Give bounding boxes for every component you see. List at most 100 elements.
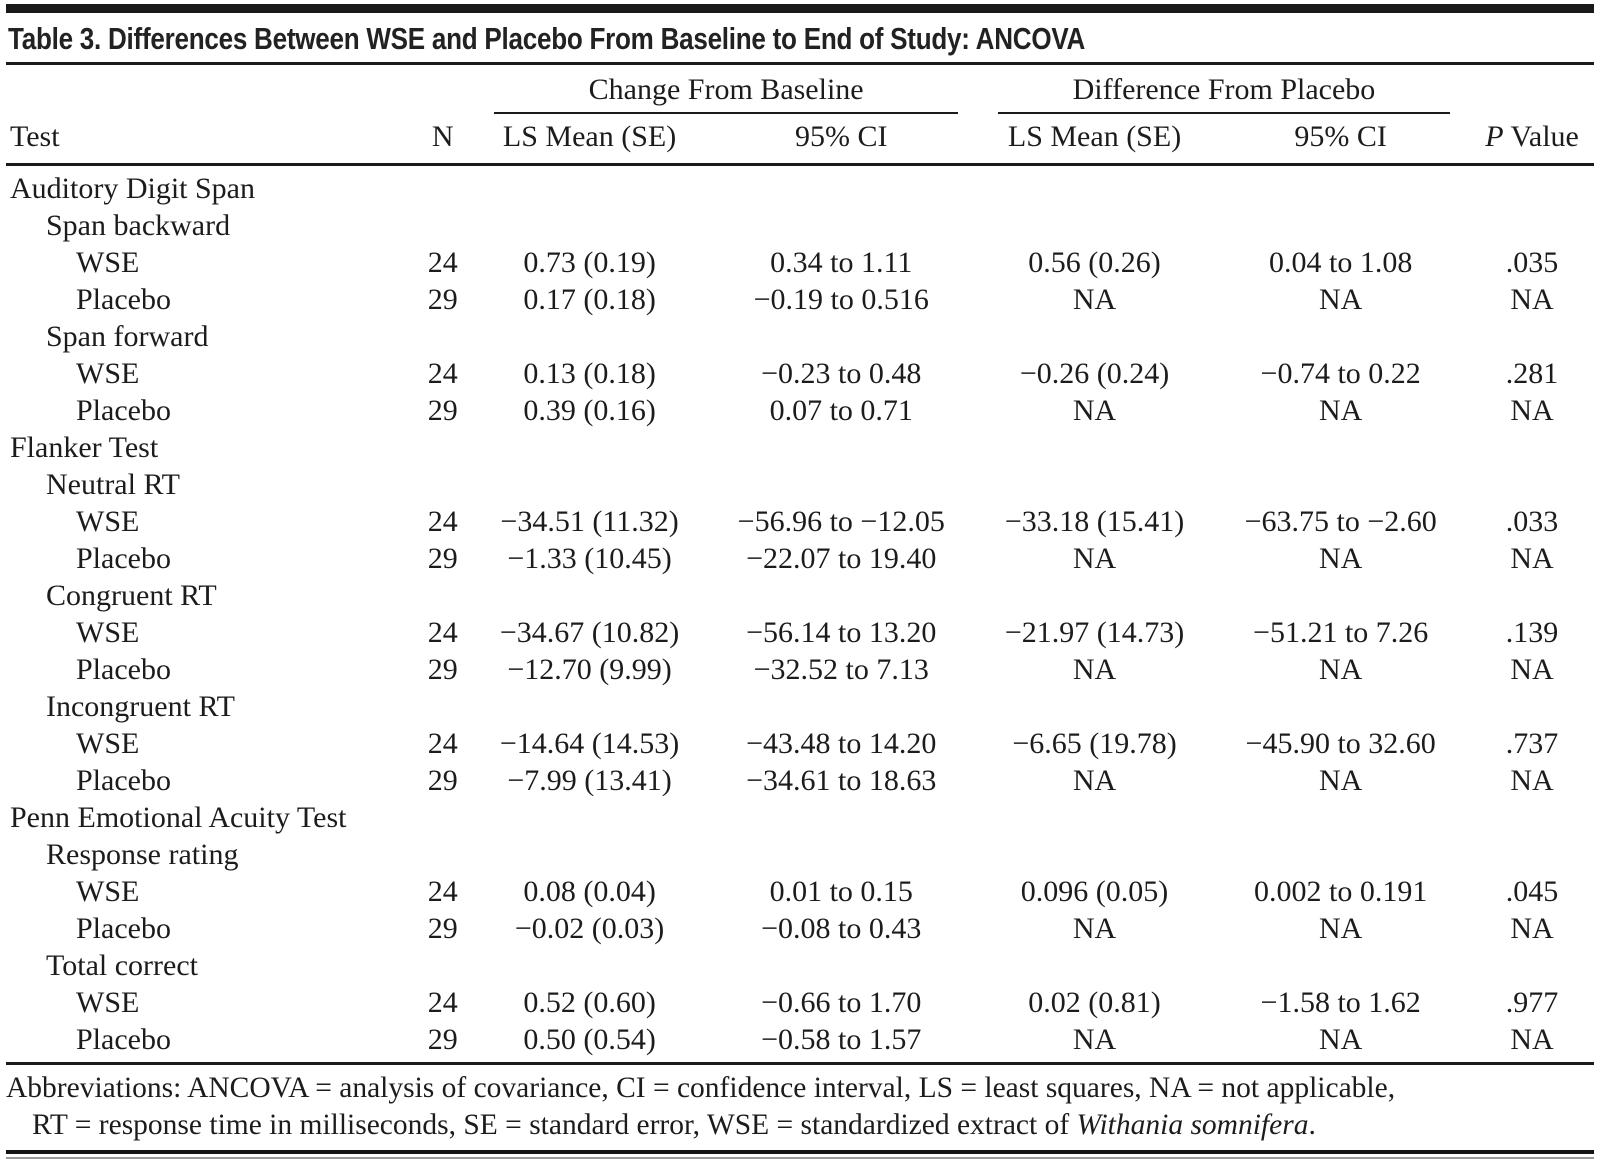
cell-ls-mean-placebo: −33.18 (15.41) [1004,505,1185,538]
cell-ci-placebo: NA [1319,283,1363,316]
header-p-rest: Value [1503,120,1579,153]
cell-p-value: NA [1510,653,1554,686]
row-label: Neutral RT [46,468,180,501]
cell-n: 29 [427,394,458,427]
cell-ci-placebo: 0.04 to 1.08 [1269,246,1413,279]
row-label: Placebo [76,653,171,686]
table-row: Placebo 29 −12.70 (9.99) −32.52 to 7.13 … [6,651,1594,688]
table-row-group: Flanker Test [6,429,1594,466]
cell-ls-mean-baseline: −1.33 (10.45) [507,542,672,575]
cell-ci-placebo: −45.90 to 32.60 [1245,727,1436,760]
cell-ls-mean-placebo: NA [1072,764,1117,797]
column-header-row: Test N LS Mean (SE) 95% CI LS Mean (SE) … [6,114,1594,166]
empty-cells [411,165,1594,208]
row-label: Flanker Test [10,431,159,464]
table-row-subgroup: Span forward [6,318,1594,355]
row-label: Penn Emotional Acuity Test [10,801,347,834]
row-label: Auditory Digit Span [10,172,255,205]
cell-ls-mean-placebo: −6.65 (19.78) [1012,727,1177,760]
row-label: Span forward [46,320,209,353]
cell-ci-placebo: NA [1319,542,1363,575]
cell-p-value: NA [1510,394,1554,427]
group-change-from-baseline-label: Change From Baseline [494,73,958,114]
cell-ci-placebo: NA [1319,394,1363,427]
cell-ls-mean-placebo: NA [1072,1023,1117,1056]
cell-p-value: NA [1510,283,1554,316]
cell-ls-mean-baseline: 0.52 (0.60) [523,986,656,1019]
cell-ls-mean-placebo: NA [1072,912,1117,945]
cell-ls-mean-placebo: −21.97 (14.73) [1004,616,1185,649]
row-label: Total correct [46,949,198,982]
empty-group-cell [1470,65,1594,114]
row-label: Incongruent RT [46,690,235,723]
table-row-subgroup: Incongruent RT [6,688,1594,725]
bottom-thin-rule [6,1157,1594,1159]
cell-p-value: .281 [1505,357,1559,390]
cell-ci-baseline: −56.14 to 13.20 [746,616,937,649]
table-row: Placebo 29 −1.33 (10.45) −22.07 to 19.40… [6,540,1594,577]
row-label: WSE [76,246,140,279]
cell-n: 24 [427,875,458,908]
cell-ls-mean-baseline: 0.17 (0.18) [523,283,656,316]
row-label: Congruent RT [46,579,217,612]
cell-ls-mean-baseline: −14.64 (14.53) [499,727,680,760]
cell-n: 29 [427,764,458,797]
cell-ci-baseline: −0.66 to 1.70 [761,986,922,1019]
cell-ci-placebo: −0.74 to 0.22 [1260,357,1421,390]
cell-p-value: .033 [1505,505,1559,538]
empty-cells [411,577,1594,614]
cell-p-value: .977 [1505,986,1559,1019]
cell-ls-mean-baseline: 0.39 (0.16) [523,394,656,427]
empty-cells [411,429,1594,466]
empty-cells [411,207,1594,244]
footnote-line-2-text: RT = response time in milliseconds, SE =… [32,1109,1077,1141]
row-label: Placebo [76,912,171,945]
empty-cells [411,836,1594,873]
row-label: WSE [76,357,140,390]
cell-p-value: .139 [1505,616,1559,649]
cell-n: 29 [427,542,458,575]
row-label: Span backward [46,209,231,242]
top-rule [6,4,1594,13]
cell-ls-mean-placebo: NA [1072,283,1117,316]
table-row: WSE 24 0.73 (0.19) 0.34 to 1.11 0.56 (0.… [6,244,1594,281]
row-label: Placebo [76,1023,171,1056]
ancova-table: Change From Baseline Difference From Pla… [6,65,1594,1058]
column-group-header-row: Change From Baseline Difference From Pla… [6,65,1594,114]
empty-group-cell [6,65,474,114]
table-row-group: Penn Emotional Acuity Test [6,799,1594,836]
table-row-subgroup: Neutral RT [6,466,1594,503]
table-row: Placebo 29 0.39 (0.16) 0.07 to 0.71 NA N… [6,392,1594,429]
cell-ci-placebo: −1.58 to 1.62 [1260,986,1421,1019]
table-row-subgroup: Total correct [6,947,1594,984]
table-row-subgroup: Congruent RT [6,577,1594,614]
cell-n: 29 [427,283,458,316]
cell-p-value: NA [1510,764,1554,797]
cell-ci-baseline: −0.19 to 0.516 [753,283,929,316]
cell-n: 24 [427,246,458,279]
footnote-line-2: RT = response time in milliseconds, SE =… [6,1107,1594,1144]
cell-n: 24 [427,616,458,649]
cell-n: 29 [427,912,458,945]
cell-ls-mean-placebo: 0.56 (0.26) [1028,246,1161,279]
table-row: WSE 24 0.13 (0.18) −0.23 to 0.48 −0.26 (… [6,355,1594,392]
cell-n: 29 [427,653,458,686]
cell-ci-baseline: −0.58 to 1.57 [761,1023,922,1056]
footnote-line-1: Abbreviations: ANCOVA = analysis of cova… [6,1072,1396,1104]
cell-ls-mean-baseline: 0.50 (0.54) [523,1023,656,1056]
cell-ci-placebo: NA [1319,764,1363,797]
cell-ci-placebo: NA [1319,912,1363,945]
cell-ci-baseline: −56.96 to −12.05 [737,505,945,538]
cell-n: 24 [427,505,458,538]
cell-ci-baseline: −34.61 to 18.63 [746,764,937,797]
table-footnote: Abbreviations: ANCOVA = analysis of cova… [6,1062,1594,1144]
table-row: Placebo 29 −0.02 (0.03) −0.08 to 0.43 NA… [6,910,1594,947]
cell-p-value: .737 [1505,727,1559,760]
group-change-from-baseline: Change From Baseline [474,65,977,114]
cell-ls-mean-placebo: 0.02 (0.81) [1028,986,1161,1019]
cell-n: 29 [427,1023,458,1056]
cell-ls-mean-baseline: −34.51 (11.32) [500,505,679,538]
table-row: Placebo 29 −7.99 (13.41) −34.61 to 18.63… [6,762,1594,799]
table-row: Placebo 29 0.50 (0.54) −0.58 to 1.57 NA … [6,1021,1594,1058]
row-label: WSE [76,616,140,649]
